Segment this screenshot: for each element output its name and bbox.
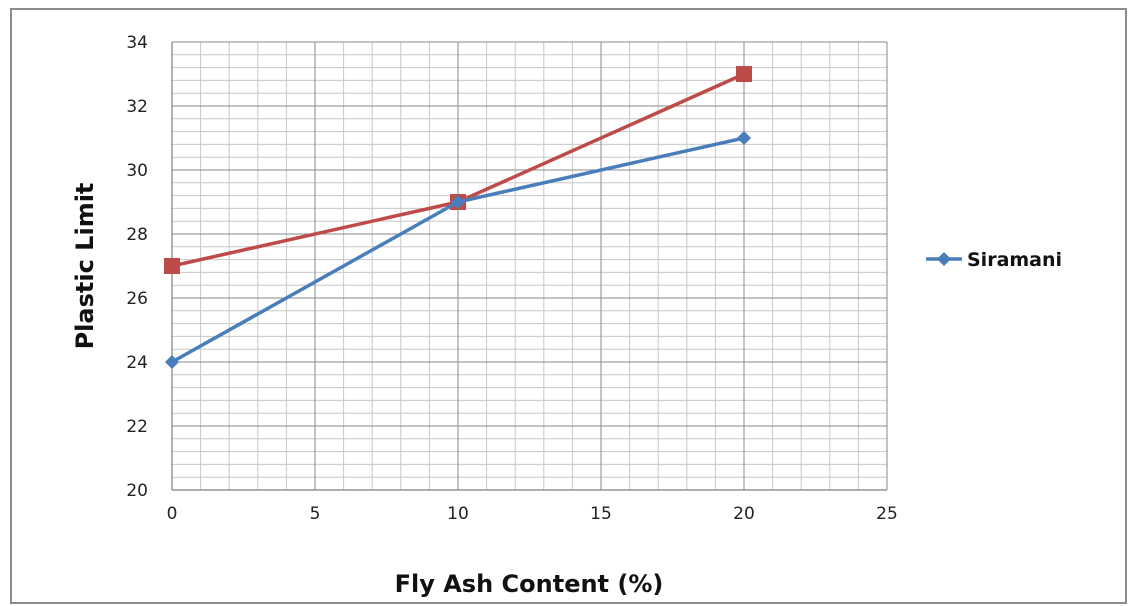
axes: 0 5 10 15 20 25 20 22 24 26 28 30 32 34 xyxy=(126,33,897,524)
x-tick-label: 15 xyxy=(590,504,612,524)
series-layer xyxy=(164,66,752,369)
y-tick-label: 22 xyxy=(126,417,148,437)
series-siramani xyxy=(165,131,751,369)
data-point-diamond xyxy=(451,195,465,209)
y-tick-label: 28 xyxy=(126,225,148,245)
y-tick-label: 26 xyxy=(126,289,148,309)
x-axis-title: Fly Ash Content (%) xyxy=(395,570,664,598)
x-tick-label: 10 xyxy=(447,504,469,524)
x-tick-label: 20 xyxy=(733,504,755,524)
data-point-diamond xyxy=(165,355,179,369)
y-axis-title: Plastic Limit xyxy=(71,183,99,350)
grid xyxy=(171,41,888,491)
x-tick-label: 5 xyxy=(310,504,321,524)
y-tick-label: 20 xyxy=(126,481,148,501)
data-point-square xyxy=(736,66,752,82)
legend-item: Siramani xyxy=(926,249,1062,271)
data-point-square xyxy=(164,258,180,274)
legend-label: Siramani xyxy=(967,249,1062,271)
legend: Siramani xyxy=(926,249,1062,271)
y-tick-label: 32 xyxy=(126,97,148,117)
x-tick-label: 0 xyxy=(167,504,178,524)
y-tick-label: 24 xyxy=(126,353,148,373)
data-point-diamond xyxy=(937,252,951,266)
chart-frame xyxy=(10,8,1127,604)
y-tick-label: 34 xyxy=(126,33,148,53)
x-tick-label: 25 xyxy=(876,504,898,524)
y-tick-label: 30 xyxy=(126,161,148,181)
data-point-diamond xyxy=(737,131,751,145)
